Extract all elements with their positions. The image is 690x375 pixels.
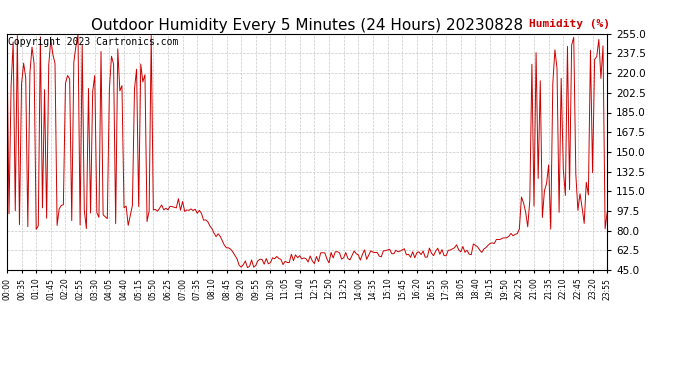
Text: Humidity (%): Humidity (%) — [529, 19, 610, 29]
Title: Outdoor Humidity Every 5 Minutes (24 Hours) 20230828: Outdoor Humidity Every 5 Minutes (24 Hou… — [91, 18, 523, 33]
Text: Copyright 2023 Cartronics.com: Copyright 2023 Cartronics.com — [8, 37, 179, 47]
